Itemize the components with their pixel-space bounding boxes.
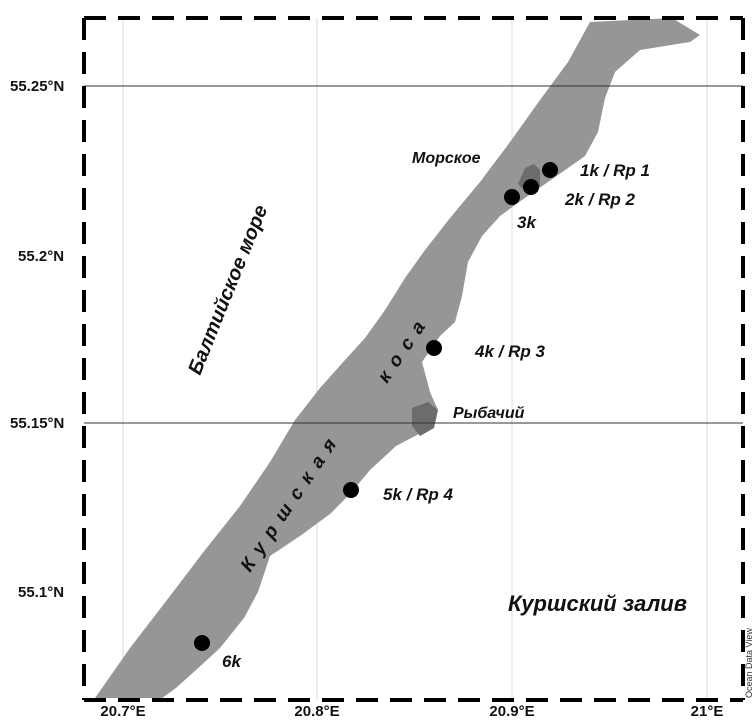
station-label-6k: 6k <box>222 652 242 671</box>
station-marker-1k[interactable] <box>542 162 558 178</box>
latitude-gridlines <box>84 85 743 424</box>
lon-tick-20-7: 20.7°E <box>100 703 145 720</box>
stations: 1k / Rp 1 2k / Rp 2 3k 4k / Rp 3 5k / Rp… <box>194 161 650 671</box>
station-marker-3k[interactable] <box>504 189 520 205</box>
lat-tick-55-2: 55.2°N <box>18 248 64 265</box>
lat-tick-55-1: 55.1°N <box>18 584 64 601</box>
lon-tick-20-9: 20.9°E <box>489 703 534 720</box>
lagoon-label: Куршский залив <box>508 591 687 616</box>
station-marker-5k[interactable] <box>343 482 359 498</box>
station-label-5k: 5k / Rp 4 <box>383 485 453 504</box>
station-label-3k: 3k <box>517 213 537 232</box>
lat-tick-55-15: 55.15°N <box>10 415 64 432</box>
station-marker-4k[interactable] <box>426 340 442 356</box>
rybachiy-settlement <box>412 402 438 436</box>
station-label-4k: 4k / Rp 3 <box>474 342 545 361</box>
lon-tick-21: 21°E <box>691 703 724 720</box>
longitude-gridlines <box>122 18 708 700</box>
lat-tick-55-25: 55.25°N <box>10 78 64 95</box>
lon-tick-20-8: 20.8°E <box>294 703 339 720</box>
town-label-morskoe: Морское <box>412 150 481 167</box>
station-marker-2k[interactable] <box>523 179 539 195</box>
town-label-rybachiy: Рыбачий <box>453 405 525 422</box>
credit-text: Ocean Data View <box>744 628 754 698</box>
curonian-spit-land <box>95 18 700 698</box>
station-label-1k: 1k / Rp 1 <box>580 161 650 180</box>
station-label-2k: 2k / Rp 2 <box>564 190 635 209</box>
map-frame <box>82 16 745 702</box>
station-marker-6k[interactable] <box>194 635 210 651</box>
